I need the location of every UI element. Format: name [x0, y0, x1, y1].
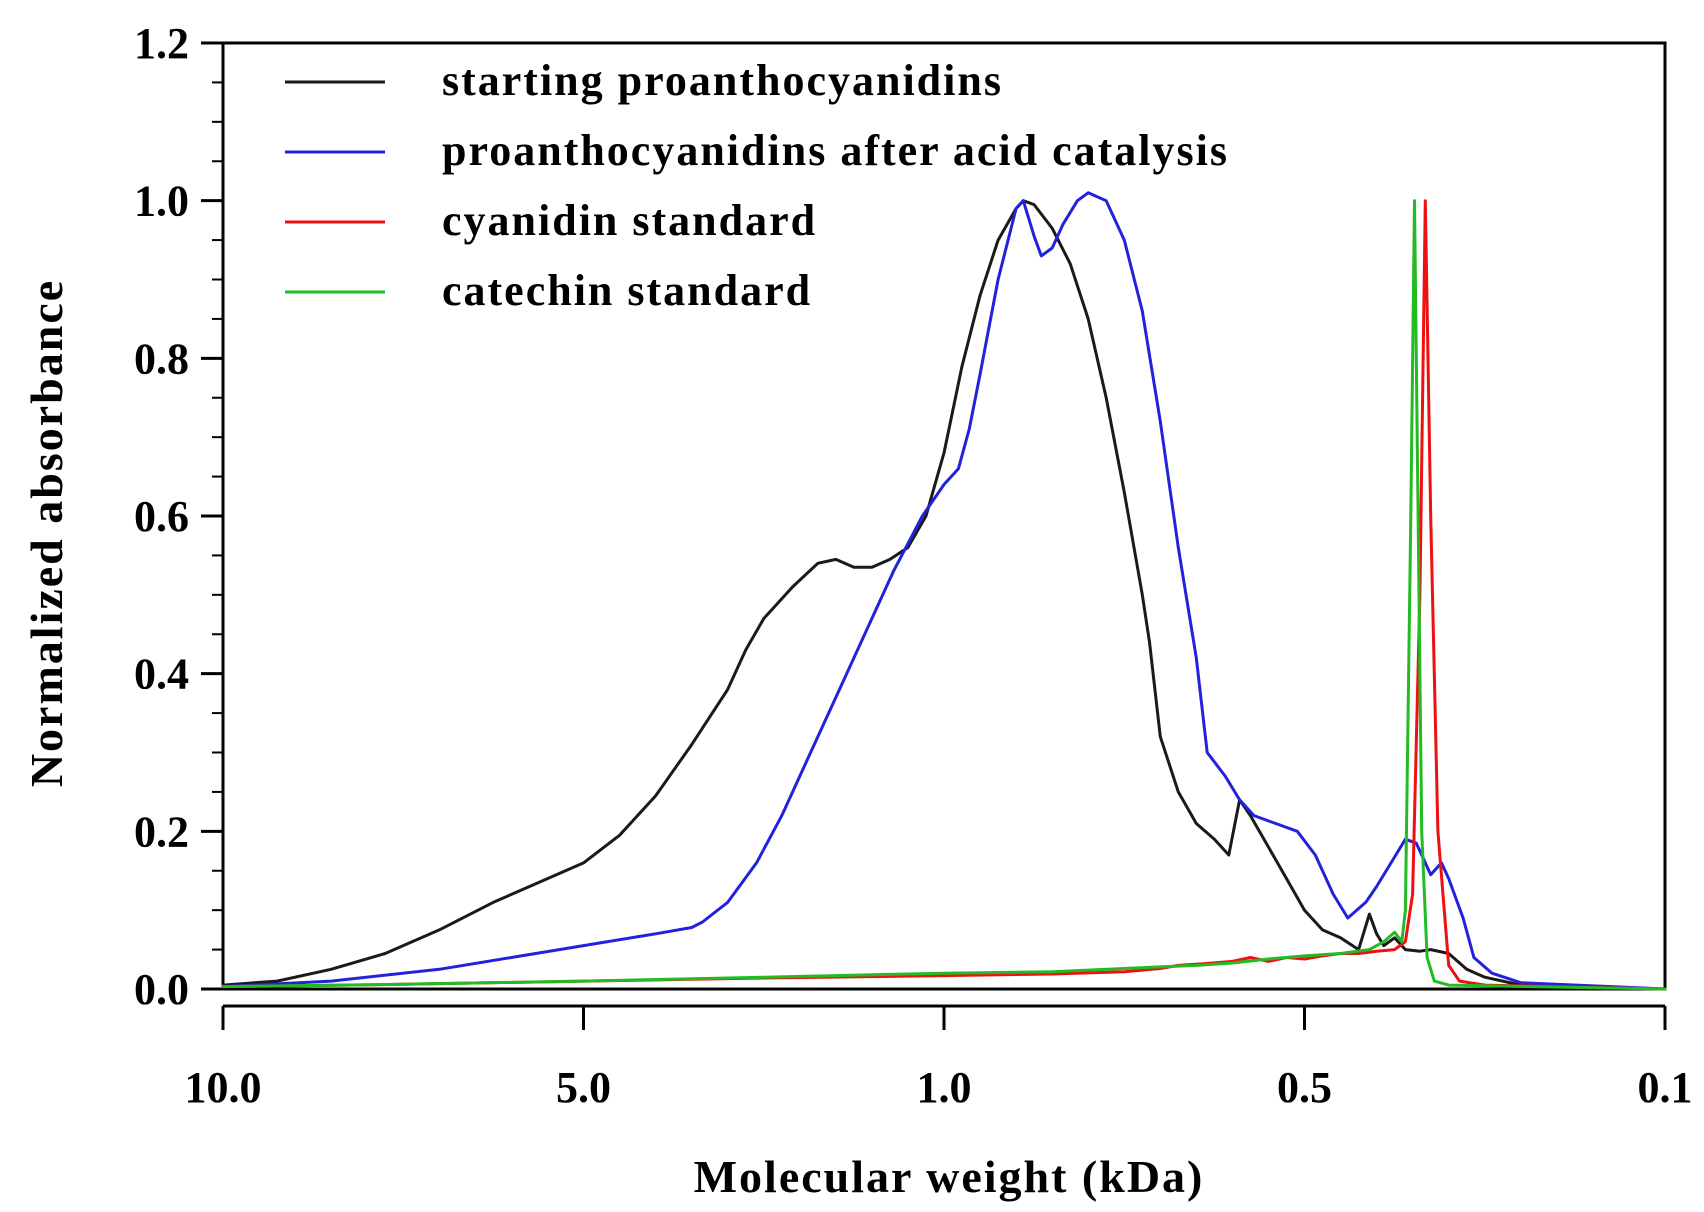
x-tick-label: 10.0 [185, 1063, 262, 1112]
x-tick-label: 0.1 [1638, 1063, 1693, 1112]
x-axis-title: Molecular weight (kDa) [694, 1151, 1205, 1202]
series-line-0 [221, 199, 1667, 991]
x-tick-label: 0.5 [1277, 1063, 1332, 1112]
legend: starting proanthocyanidins proanthocyanid… [285, 56, 1229, 315]
series-line-2 [221, 199, 1667, 991]
legend-label: catechin standard [442, 266, 812, 315]
y-axis-title: Normalized absorbance [21, 279, 72, 787]
series-layer [221, 191, 1667, 991]
series-line-1 [221, 191, 1667, 991]
y-tick-label: 1.2 [134, 19, 189, 68]
x-tick-label: 1.0 [917, 1063, 972, 1112]
series-line-3 [221, 199, 1667, 991]
legend-label: proanthocyanidins after acid catalysis [442, 126, 1229, 175]
plot-frame [221, 41, 1667, 991]
y-tick-label: 0.8 [134, 334, 189, 383]
axes-layer: 0.0 0.2 0.4 0.6 0.8 1.0 1.2 10.0 5.0 1.0 0.5 0.1 [134, 19, 1693, 1112]
y-tick-label: 0.4 [134, 650, 189, 699]
y-tick-label: 0.6 [134, 492, 189, 541]
y-tick-label: 1.0 [134, 177, 189, 226]
y-tick-label: 0.0 [134, 965, 189, 1014]
x-tick-label: 5.0 [556, 1063, 611, 1112]
legend-label: starting proanthocyanidins [442, 56, 1003, 105]
y-tick-label: 0.2 [134, 807, 189, 856]
legend-label: cyanidin standard [442, 196, 817, 245]
